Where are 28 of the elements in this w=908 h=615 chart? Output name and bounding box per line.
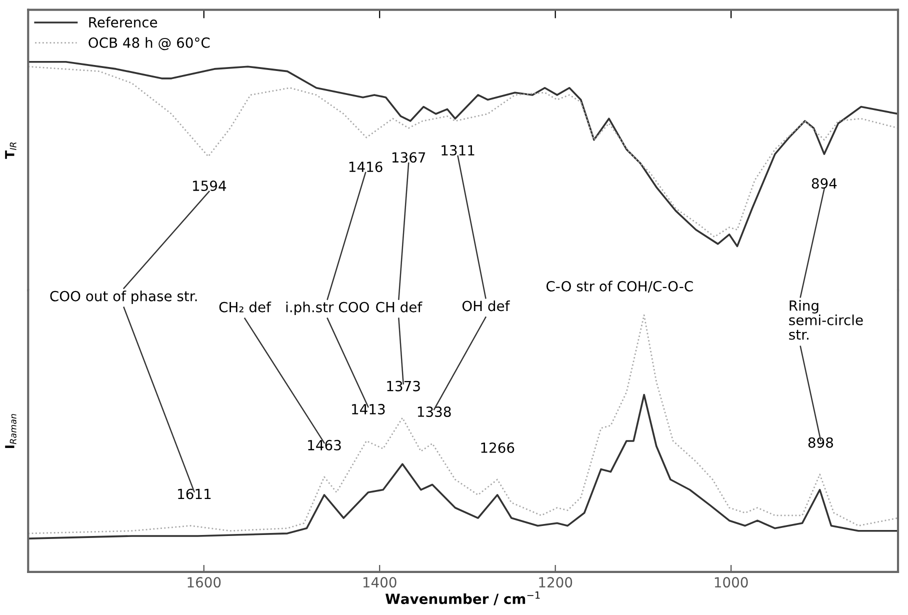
text: CH₂ def (219, 302, 272, 312)
annotation: 1373 (387, 380, 420, 392)
annotation: 1266 (481, 442, 514, 453)
legend-label: Reference (89, 16, 158, 28)
x-tick-label: 1400 (363, 577, 396, 588)
text: i.ph.str COO (286, 302, 369, 316)
annotation: 898 (808, 437, 833, 448)
annotation: 1463 (308, 440, 341, 450)
x-axis-title: Wavenumber / cm$^{−1}$ (386, 592, 540, 606)
x-tick-label: 1200 (539, 577, 572, 588)
annotation: 1413 (352, 404, 385, 414)
annotation: 1311 (442, 145, 474, 156)
text: COO out of phase str. (50, 290, 197, 304)
annotation: 1416 (349, 162, 382, 172)
annotation: 894 (812, 178, 837, 189)
text: OH def (462, 300, 510, 312)
legend-label: OCB 48 h @ 60°C (88, 37, 210, 50)
annotation: 1338 (418, 406, 451, 418)
y-axis-title: T$_{IR}$ (5, 142, 16, 159)
annotation: 1594 (193, 180, 226, 192)
x-tick-label: 1000 (714, 577, 748, 588)
text: CH def (376, 302, 422, 312)
x-tick-label: 1600 (188, 577, 221, 588)
text: C-O str of COH/C-O-C (546, 280, 693, 293)
y-axis-title: I$_{Raman}$ (5, 414, 16, 448)
annotation: 1367 (392, 152, 426, 163)
annotation: 1611 (178, 488, 211, 500)
annotation: Ring semi-circle str. (789, 300, 863, 340)
